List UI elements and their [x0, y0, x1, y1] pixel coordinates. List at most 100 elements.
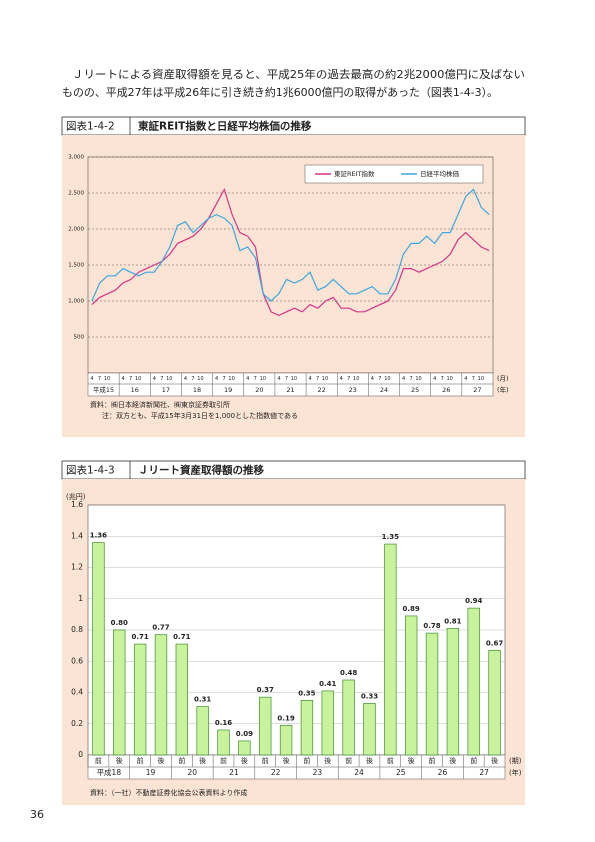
bar — [217, 729, 230, 756]
x-month-label: 10 — [166, 376, 172, 382]
x-month-label: 7 — [378, 376, 381, 382]
bar — [175, 643, 189, 756]
x-group-unit: (年) — [497, 385, 509, 394]
x-year-label: 23 — [349, 386, 357, 394]
x-group-label: 20 — [187, 768, 197, 777]
x-unit: (期) — [509, 757, 522, 765]
x-month-label: 4 — [90, 376, 93, 382]
x-month-label: 4 — [433, 376, 436, 382]
x-year-label: 25 — [411, 386, 419, 394]
legend-label: 東証REIT指数 — [334, 169, 375, 178]
x-month-label: 7 — [160, 376, 163, 382]
x-month-label: 4 — [246, 376, 249, 382]
figure-title: Ｊリート資産取得額の推移 — [138, 464, 264, 477]
x-year-label: 22 — [318, 386, 326, 394]
x-month-label: 10 — [228, 376, 234, 382]
bar — [113, 629, 126, 756]
bar — [92, 542, 105, 756]
bar — [425, 632, 439, 756]
y-tick-label: 2,500 — [68, 191, 84, 197]
x-month-label: 7 — [191, 376, 194, 382]
y-tick-label: 1,000 — [68, 299, 84, 305]
value-label: 0.89 — [403, 605, 420, 613]
x-tick-label: 後 — [241, 756, 248, 765]
x-month-label: 10 — [447, 376, 453, 382]
y-tick-label: 1.4 — [71, 531, 83, 540]
x-tick-label: 前 — [429, 756, 436, 765]
bar — [446, 628, 460, 756]
y-tick-label: 3,000 — [68, 155, 84, 161]
y-tick-label: 0.4 — [71, 688, 83, 697]
x-year-label: 17 — [162, 386, 170, 394]
x-month-label: 4 — [308, 376, 311, 382]
bar — [467, 607, 480, 756]
x-month-label: 10 — [291, 376, 297, 382]
x-month-label: 10 — [197, 376, 203, 382]
y-tick-label: 0.8 — [71, 625, 83, 634]
x-year-label: 平成15 — [93, 385, 114, 394]
legend-label: 日経平均株価 — [420, 169, 460, 178]
x-year-label: 18 — [193, 386, 201, 394]
bar — [404, 615, 418, 756]
x-year-label: 24 — [380, 386, 388, 394]
y-tick-label: 1.2 — [71, 563, 83, 572]
x-month-label: 7 — [285, 376, 288, 382]
x-year-label: 27 — [473, 386, 481, 394]
bar — [488, 649, 501, 756]
x-year-label: 19 — [224, 386, 232, 394]
bar — [300, 699, 314, 756]
x-tick-label: 前 — [303, 756, 310, 765]
value-label: 1.35 — [382, 533, 399, 541]
bar — [384, 543, 397, 756]
y-tick-label: 1 — [78, 594, 83, 603]
x-tick-label: 後 — [116, 756, 123, 765]
value-label: 0.81 — [444, 617, 461, 625]
x-tick-label: 後 — [449, 756, 456, 765]
value-label: 1.36 — [90, 532, 107, 540]
x-month-label: 7 — [347, 376, 350, 382]
x-group-unit: (年) — [509, 768, 522, 777]
x-year-label: 16 — [131, 386, 139, 394]
value-label: 0.33 — [361, 692, 378, 700]
x-month-label: 4 — [277, 376, 280, 382]
figure-title: 東証REIT指数と日経平均株価の推移 — [138, 120, 312, 133]
x-month-label: 7 — [223, 376, 226, 382]
y-tick-label: 0 — [78, 750, 83, 759]
x-year-label: 26 — [442, 386, 450, 394]
bar — [238, 740, 251, 756]
x-month-label: 10 — [415, 376, 421, 382]
bar — [342, 679, 355, 756]
value-label: 0.41 — [319, 680, 336, 688]
x-tick-label: 前 — [178, 756, 185, 765]
x-month-label: 4 — [340, 376, 343, 382]
value-label: 0.71 — [131, 633, 148, 641]
y-tick-label: 500 — [74, 335, 85, 341]
x-month-label: 7 — [254, 376, 257, 382]
x-month-label: 7 — [98, 376, 101, 382]
paragraph-line: Ｊリートによる資産取得額を見ると、平成25年の過去最高の約2兆2000億円に及ば… — [72, 67, 525, 81]
x-group-label: 21 — [229, 768, 239, 777]
y-tick-label: 1.6 — [71, 500, 83, 509]
x-month-label: 10 — [384, 376, 390, 382]
value-label: 0.09 — [236, 730, 253, 738]
x-group-label: 22 — [271, 768, 281, 777]
x-group-label: 25 — [396, 768, 406, 777]
bar — [154, 634, 168, 756]
x-month-label: 7 — [129, 376, 132, 382]
value-label: 0.78 — [423, 622, 440, 630]
x-month-label: 7 — [441, 376, 444, 382]
page-number: 36 — [30, 808, 44, 821]
value-label: 0.71 — [173, 633, 190, 641]
note: 資料：（一社）不動産証券化協会公表資料より作成 — [90, 788, 247, 797]
x-group-label: 19 — [146, 768, 156, 777]
value-label: 0.31 — [194, 696, 211, 704]
figure-label: 図表1-4-2 — [66, 120, 115, 133]
x-tick-label: 前 — [262, 756, 269, 765]
x-group-label: 24 — [354, 768, 364, 777]
x-tick-label: 後 — [157, 756, 164, 765]
note: 注：双方とも、平成15年3月31日を1,000とした指数値である — [102, 411, 298, 420]
x-group-label: 26 — [438, 768, 448, 777]
x-month-label: 7 — [409, 376, 412, 382]
